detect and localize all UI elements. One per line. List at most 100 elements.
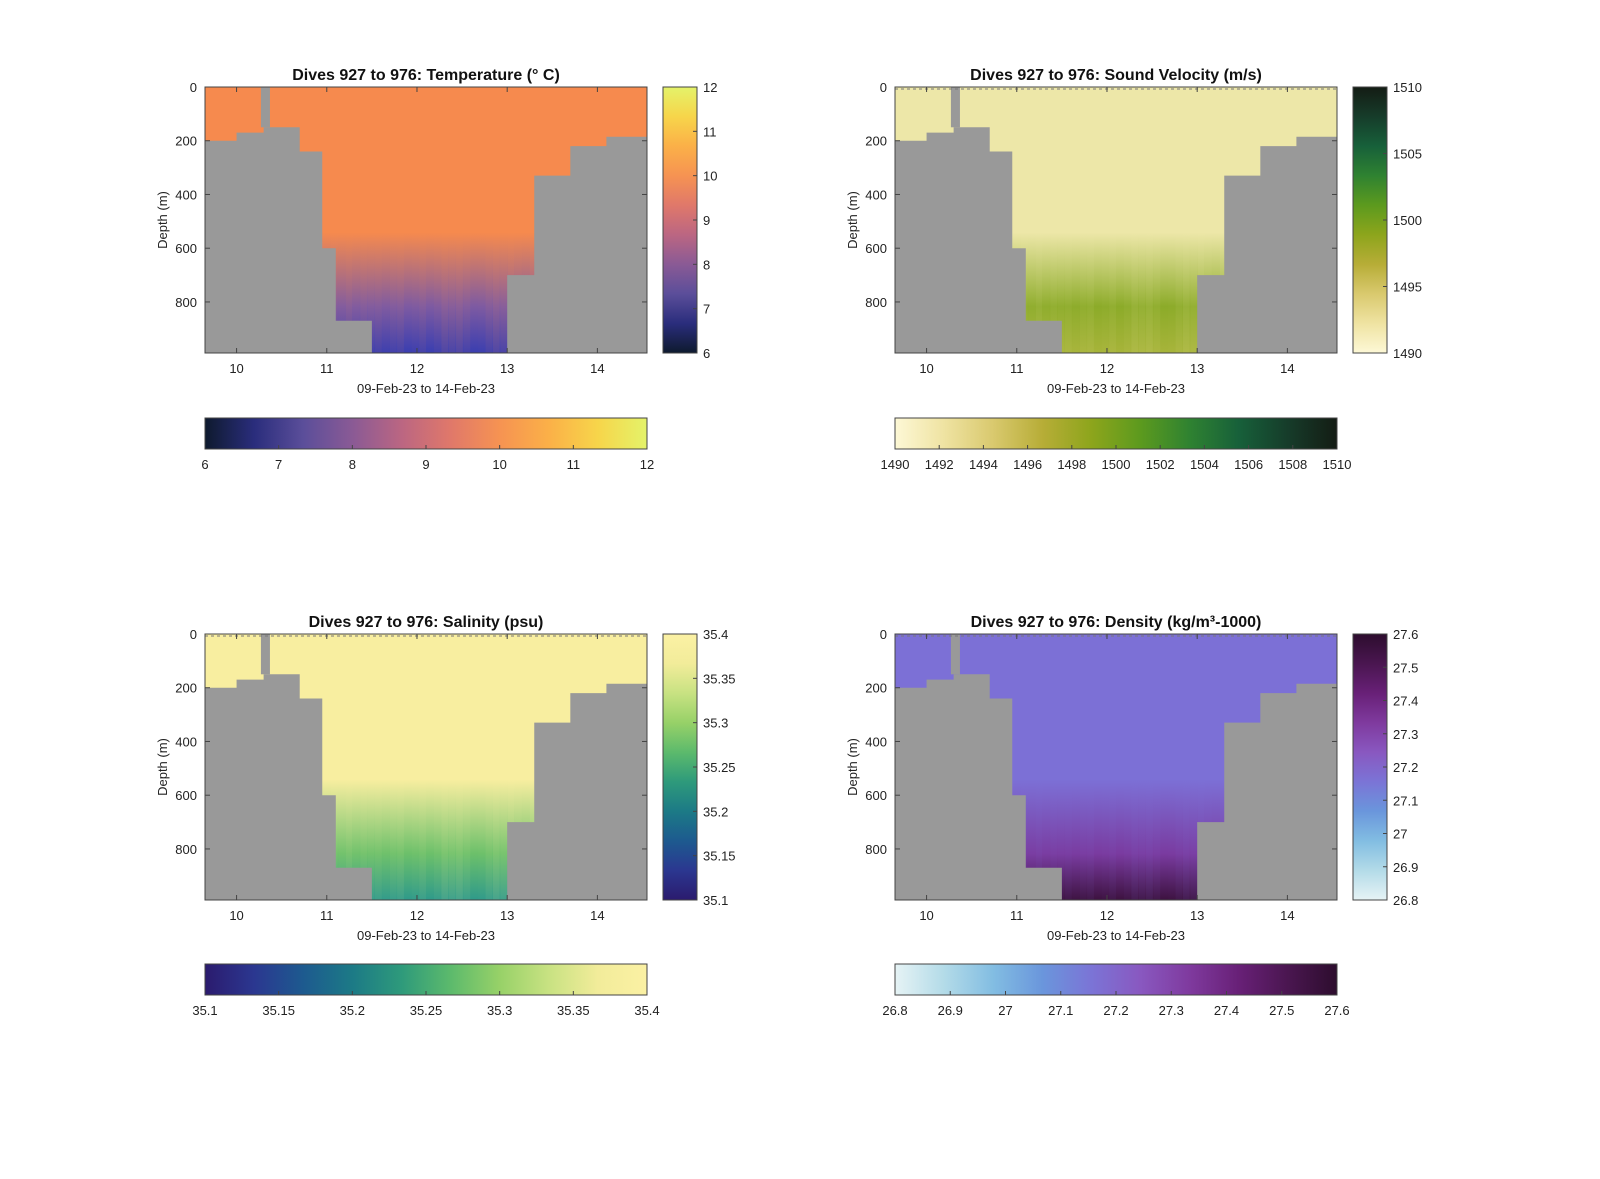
heatmap-column [433,714,442,900]
bottom-colorbar-label: 8 [349,457,356,472]
y-tick-label: 200 [175,681,197,696]
x-tick-label: 10 [229,908,243,923]
bottom-colorbar-label: 1510 [1323,457,1352,472]
heatmap-column [470,714,479,900]
side-colorbar-label: 27.6 [1393,627,1418,642]
side-colorbar-label: 27.2 [1393,760,1418,775]
heatmap-column [492,167,501,353]
side-colorbar-label: 27.3 [1393,727,1418,742]
heatmap-column [1123,714,1132,900]
side-colorbar-label: 27 [1393,827,1407,842]
y-tick-label: 200 [175,134,197,149]
side-colorbar [1352,86,1388,354]
heatmap-column [367,167,376,353]
x-tick-label: 12 [1100,361,1114,376]
chart-title: Dives 927 to 976: Salinity (psu) [309,614,544,631]
y-tick-label: 800 [175,295,197,310]
heatmap-column [455,714,464,900]
heatmap-column [1116,167,1124,353]
no-data-region [205,127,647,353]
side-colorbar-label: 1505 [1393,147,1422,162]
side-colorbar-label: 35.15 [703,849,736,864]
x-tick-label: 10 [229,361,243,376]
heatmap-column [367,714,376,900]
x-tick-label: 13 [500,908,514,923]
heatmap-column [1027,714,1036,900]
bottom-colorbar-label: 35.3 [487,1003,512,1018]
heatmap-column [359,167,368,353]
x-tick-label: 12 [410,361,424,376]
heatmap-column [1160,167,1169,353]
heatmap-column [529,167,538,353]
heatmap-column [448,167,457,353]
heatmap-column [1174,714,1183,900]
x-tick-label: 13 [1190,908,1204,923]
heatmap-column [411,167,420,353]
x-tick-label: 14 [590,908,604,923]
bottom-colorbar-label: 1490 [881,457,910,472]
heatmap-column [455,167,464,353]
side-colorbar-label: 12 [703,80,717,95]
heatmap-column [462,714,471,900]
y-axis-label: Depth (m) [845,738,860,796]
x-axis-label: 09-Feb-23 to 14-Feb-23 [357,928,495,943]
heatmap-column [344,167,353,353]
bottom-colorbar-label: 27.2 [1103,1003,1128,1018]
heatmap-column [514,714,523,900]
heatmap-column [507,167,515,353]
heatmap-column [1101,167,1110,353]
heatmap-column [396,167,405,353]
side-colorbar-label: 35.1 [703,893,728,908]
heatmap-column [499,167,508,353]
bottom-colorbar-label: 35.35 [557,1003,590,1018]
heatmap-column [477,167,486,353]
y-tick-label: 0 [190,80,197,95]
side-colorbar [662,86,698,354]
heatmap-column [426,714,434,900]
side-colorbar [662,633,698,901]
y-axis-label: Depth (m) [155,191,170,249]
heatmap-column [1145,714,1154,900]
heatmap-column [440,167,449,353]
heatmap-column [1197,714,1205,900]
bottom-colorbar-label: 11 [567,457,581,472]
y-tick-label: 600 [865,788,887,803]
y-tick-label: 0 [880,80,887,95]
heatmap-column [1064,167,1073,353]
heatmap-column [433,167,442,353]
y-tick-label: 0 [190,627,197,642]
heatmap-column [1145,167,1154,353]
side-colorbar-label: 10 [703,169,717,184]
chart-title: Dives 927 to 976: Temperature (° C) [292,67,560,84]
x-tick-label: 14 [1280,908,1294,923]
bottom-colorbar-label: 1506 [1234,457,1263,472]
heatmap-column [1034,167,1043,353]
bottom-colorbar-label: 1498 [1057,457,1086,472]
x-tick-label: 11 [1010,908,1024,923]
x-tick-label: 10 [919,361,933,376]
heatmap-column [337,714,346,900]
heatmap-field [895,634,1337,900]
heatmap-field [895,87,1337,353]
bottom-colorbar [894,963,1338,996]
y-tick-label: 200 [865,134,887,149]
heatmap-column [1189,167,1198,353]
heatmap-column [381,714,390,900]
bottom-colorbar [894,417,1338,450]
heatmap-column [1034,714,1043,900]
side-colorbar-label: 27.1 [1393,793,1418,808]
x-tick-label: 11 [320,908,334,923]
bottom-colorbar-label: 26.8 [882,1003,907,1018]
heatmap-column [1160,714,1169,900]
heatmap-column [352,714,361,900]
bottom-colorbar-label: 35.15 [262,1003,295,1018]
bottom-colorbar-label: 12 [640,457,654,472]
bottom-colorbar-label: 35.25 [410,1003,443,1018]
heatmap-column [1152,167,1161,353]
bottom-colorbar [204,417,648,450]
no-data-region [895,127,1337,353]
heatmap-column [1086,714,1095,900]
y-tick-label: 600 [175,241,197,256]
side-colorbar-label: 35.2 [703,804,728,819]
